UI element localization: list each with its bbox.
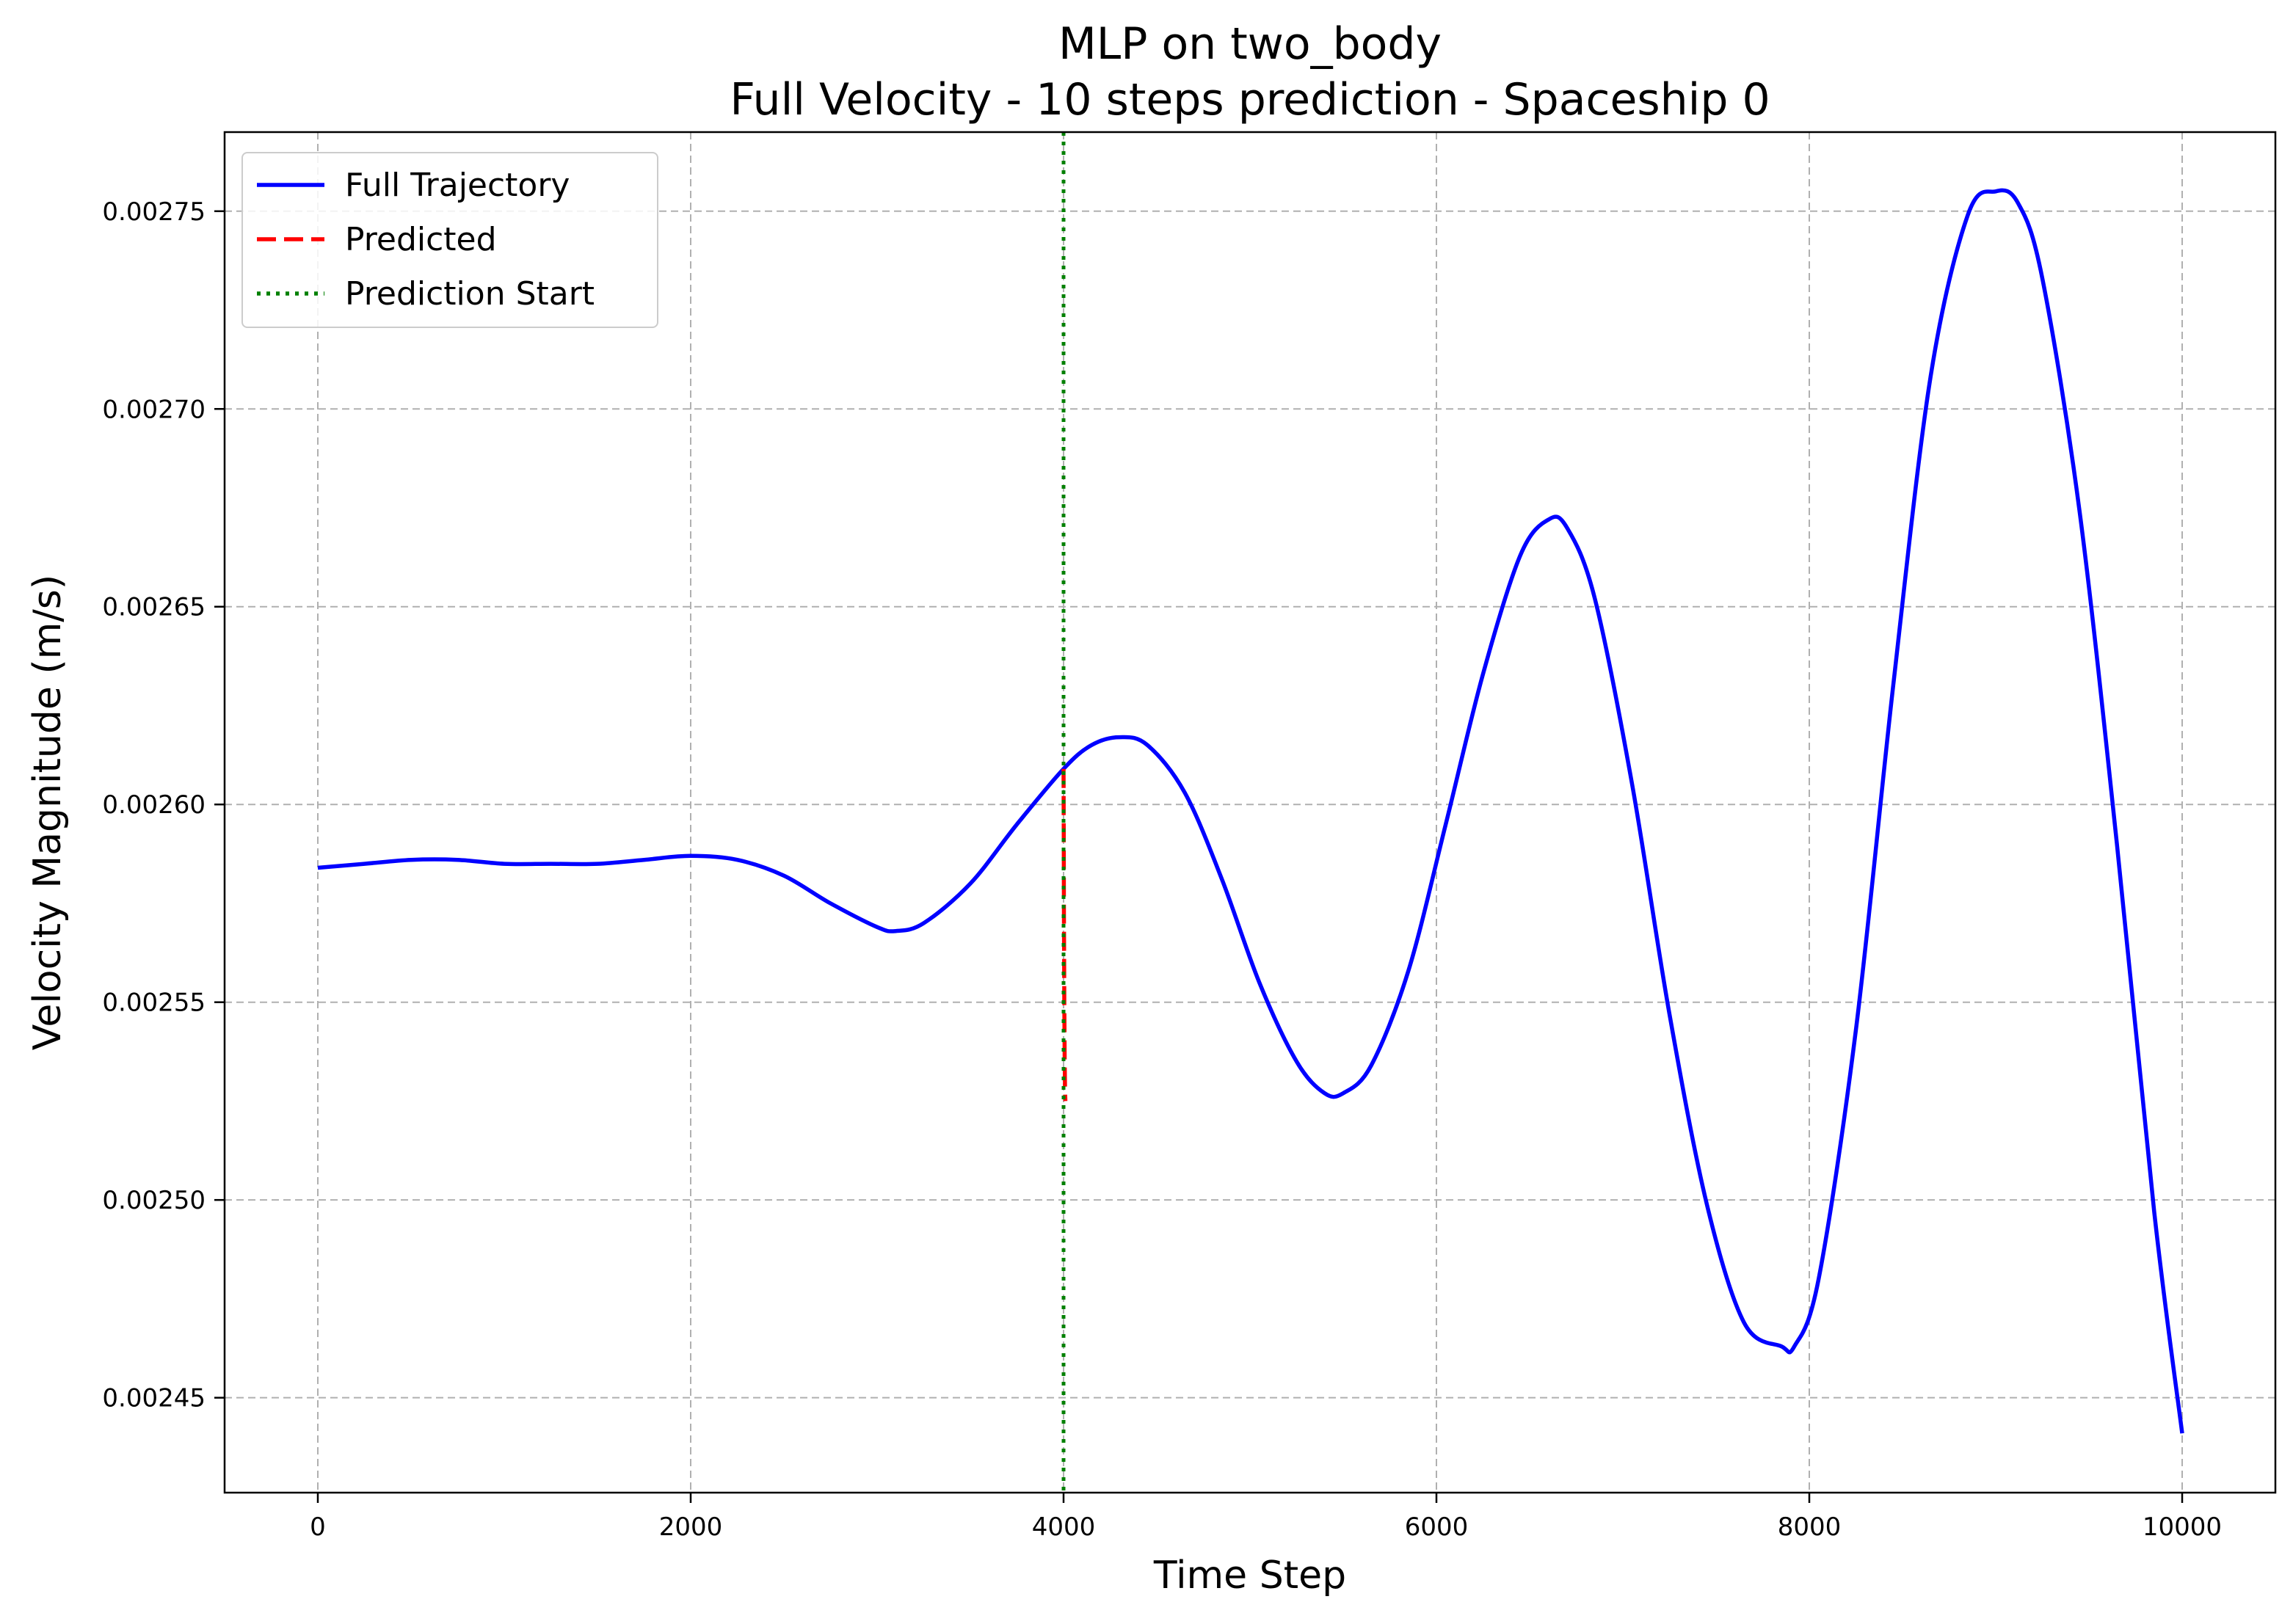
legend-box: [241, 152, 658, 328]
x-tick-label: 8000: [1778, 1512, 1842, 1542]
legend-label: Prediction Start: [345, 275, 595, 313]
x-tick-label: 2000: [659, 1512, 723, 1542]
legend-label: Full Trajectory: [345, 167, 570, 204]
x-axis-label: Time Step: [1153, 1554, 1346, 1598]
chart-title: MLP on two_body: [1058, 18, 1442, 70]
x-tick-label: 0: [310, 1512, 326, 1542]
series-line: [317, 188, 2184, 1434]
legend-label: Predicted: [345, 221, 497, 258]
axis-ticks: 0 2000 4000 6000 8000 10000 0.00245 0.00250 0.00…: [102, 197, 2222, 1542]
x-tick-label: 10000: [2143, 1512, 2222, 1542]
y-tick-label: 0.00265: [102, 593, 206, 622]
y-tick-label: 0.00245: [102, 1384, 206, 1413]
y-tick-label: 0.00255: [102, 988, 206, 1018]
chart-subtitle: Full Velocity - 10 steps prediction - Sp…: [730, 74, 1770, 125]
series-line: [1061, 768, 1068, 1102]
grid-lines: [225, 132, 2275, 1493]
plot-data: [317, 132, 2184, 1493]
y-tick-label: 0.00275: [102, 197, 206, 227]
y-tick-label: 0.00260: [102, 790, 206, 820]
y-axis-label: Velocity Magnitude (m/s): [26, 575, 70, 1050]
legend: Full Trajectory Predicted Prediction Start: [241, 152, 658, 328]
y-tick-label: 0.00250: [102, 1186, 206, 1215]
y-tick-label: 0.00270: [102, 395, 206, 424]
x-tick-label: 6000: [1405, 1512, 1469, 1542]
plot-frame: [223, 131, 2277, 1494]
x-tick-label: 4000: [1032, 1512, 1096, 1542]
